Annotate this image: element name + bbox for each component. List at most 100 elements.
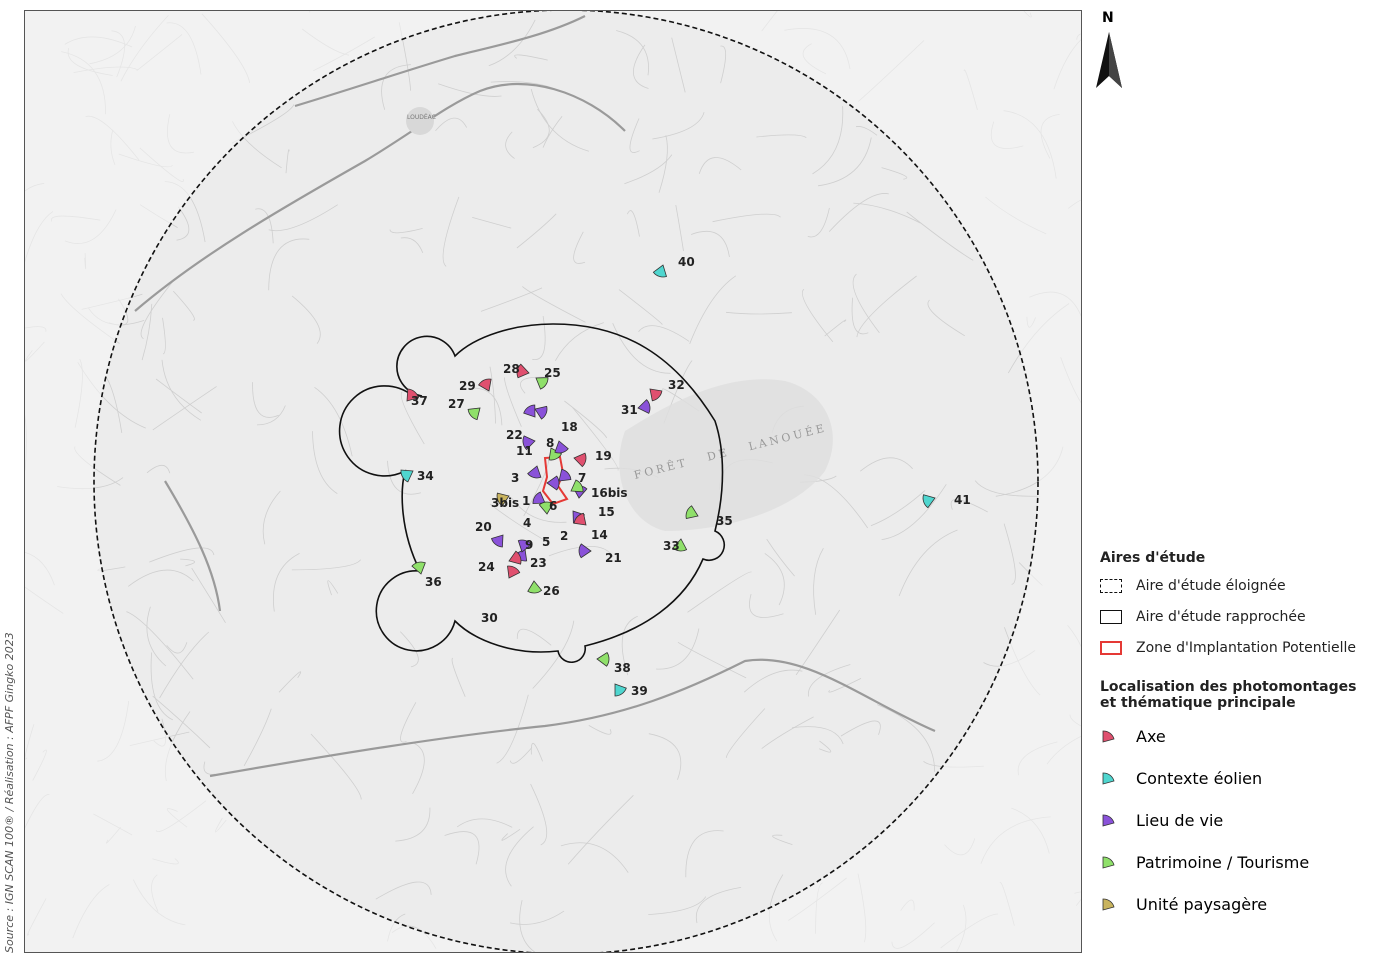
legend-theme-wedge-patrimoine xyxy=(1102,856,1115,869)
legend-label-far: Aire d'étude éloignée xyxy=(1136,577,1286,594)
photomontage-label-23: 23 xyxy=(530,556,547,570)
road-segment xyxy=(690,230,730,258)
road-segment xyxy=(824,319,847,337)
road-segment xyxy=(927,299,966,337)
road-segment xyxy=(881,484,947,540)
legend-label-zip: Zone d'Implantation Potentielle xyxy=(1136,639,1357,656)
road-segment xyxy=(652,112,705,140)
road-segment xyxy=(743,669,803,693)
road-segment xyxy=(255,208,274,244)
legend-themes: Axe Contexte éolien Lieu de vie Patrimoine … xyxy=(1100,715,1380,925)
road-segment xyxy=(648,896,707,915)
photomontage-marker-16bis[interactable] xyxy=(570,479,584,493)
road-segment xyxy=(813,547,824,615)
photomontage-marker-27[interactable] xyxy=(467,407,481,421)
source-credit: Source : IGN SCAN 100® / Réalisation : A… xyxy=(3,632,16,953)
photomontage-marker-3[interactable] xyxy=(527,465,542,479)
photomontage-marker-11[interactable] xyxy=(522,435,536,451)
legend-themes-title-line1: Localisation des photomontages xyxy=(1100,679,1357,695)
photomontage-marker-22[interactable] xyxy=(523,404,536,418)
road-segment xyxy=(451,657,466,697)
photomontage-label-18: 18 xyxy=(561,420,578,434)
outside-mask xyxy=(25,11,1081,952)
photomontage-marker-19[interactable] xyxy=(554,440,569,454)
photomontage-marker-39[interactable] xyxy=(614,683,627,697)
photomontage-marker-31[interactable] xyxy=(637,399,651,414)
road-segment xyxy=(906,211,974,261)
photomontage-marker-32[interactable] xyxy=(649,388,663,402)
photomontage-marker-25[interactable] xyxy=(535,377,549,390)
forest-zone xyxy=(619,379,833,531)
photomontage-marker-23[interactable] xyxy=(517,539,533,553)
photomontage-label-41: 41 xyxy=(954,493,971,507)
road-segment xyxy=(712,213,781,223)
photomontage-label-33: 33 xyxy=(663,539,680,553)
road-segment xyxy=(520,376,545,394)
road-segment xyxy=(444,831,480,865)
photomontage-marker-8[interactable] xyxy=(548,447,563,461)
photomontage-label-30: 30 xyxy=(481,611,498,625)
photomontage-label-14: 14 xyxy=(591,528,608,542)
road-segment xyxy=(141,303,153,361)
road-segment xyxy=(819,740,832,753)
photomontage-marker-5[interactable] xyxy=(538,501,554,515)
road-segment xyxy=(519,900,536,952)
photomontage-marker-33[interactable] xyxy=(672,538,688,552)
photomontage-label-35: 35 xyxy=(716,514,733,528)
road-segment xyxy=(327,580,339,596)
photomontage-label-25: 25 xyxy=(544,366,561,380)
photomontage-marker-6[interactable] xyxy=(558,468,572,482)
photomontage-marker-36[interactable] xyxy=(411,561,426,575)
road-segment xyxy=(291,295,321,344)
photomontage-label-24: 24 xyxy=(478,560,495,574)
road-segment xyxy=(310,733,362,800)
photomontage-marker-18[interactable] xyxy=(534,405,548,420)
road-segment xyxy=(314,386,353,457)
zip-area xyxy=(541,455,569,506)
road-segment xyxy=(268,204,338,232)
legend-area-zip: Zone d'Implantation Potentielle xyxy=(1100,632,1380,663)
road-segment xyxy=(530,743,543,762)
road-segment xyxy=(140,280,175,340)
map-frame[interactable]: LOUDÉAC FORÊTDELANOUÉE 1 2 3 3bis 4 5 6 7 8 9 11 14… xyxy=(24,10,1082,953)
legend-theme-vie: Lieu de vie xyxy=(1100,799,1380,841)
road-segment xyxy=(509,747,533,764)
road-segment xyxy=(162,317,166,355)
photomontage-label-32: 32 xyxy=(668,378,685,392)
photomontage-marker-26[interactable] xyxy=(527,580,543,594)
photomontage-marker-7[interactable] xyxy=(573,452,587,468)
photomontage-label-40: 40 xyxy=(678,255,695,269)
legend-swatch-far xyxy=(1100,578,1122,593)
photomontage-marker-21[interactable] xyxy=(578,543,592,559)
photomontage-marker-1[interactable] xyxy=(546,475,560,491)
photomontage-marker-37[interactable] xyxy=(406,388,419,402)
photomontage-marker-3bis[interactable] xyxy=(496,492,510,507)
photomontage-marker-34[interactable] xyxy=(400,469,414,483)
photomontage-marker-41[interactable] xyxy=(922,494,936,509)
road-segment xyxy=(792,726,844,745)
close-study-area xyxy=(338,323,725,664)
road-segment xyxy=(104,375,123,433)
road-segment xyxy=(252,382,279,418)
photomontage-marker-38[interactable] xyxy=(596,651,610,667)
road-segment xyxy=(761,716,814,749)
legend-area-far: Aire d'étude éloignée xyxy=(1100,570,1380,601)
road-segment xyxy=(898,529,958,597)
photomontage-marker-40[interactable] xyxy=(652,264,667,278)
photomontage-marker-30[interactable] xyxy=(507,565,521,579)
photomontage-marker-28[interactable] xyxy=(516,363,530,379)
photomontage-marker-24[interactable] xyxy=(508,550,522,565)
photomontage-marker-35[interactable] xyxy=(685,505,699,519)
road-segment xyxy=(675,205,684,252)
photomontage-marker-4[interactable] xyxy=(532,491,546,505)
legend-theme-swatch-patrimoine xyxy=(1102,856,1115,869)
photomontage-marker-29[interactable] xyxy=(478,378,492,392)
photomontage-marker-14[interactable] xyxy=(573,512,587,526)
photomontage-label-39: 39 xyxy=(631,684,648,698)
photomontage-marker-20[interactable] xyxy=(491,534,504,548)
photomontage-label-3bis: 3bis xyxy=(491,496,519,510)
road-segment xyxy=(511,497,567,523)
road-segment xyxy=(375,881,432,900)
road-segment xyxy=(530,783,548,846)
photomontage-label-1: 1 xyxy=(522,494,530,508)
